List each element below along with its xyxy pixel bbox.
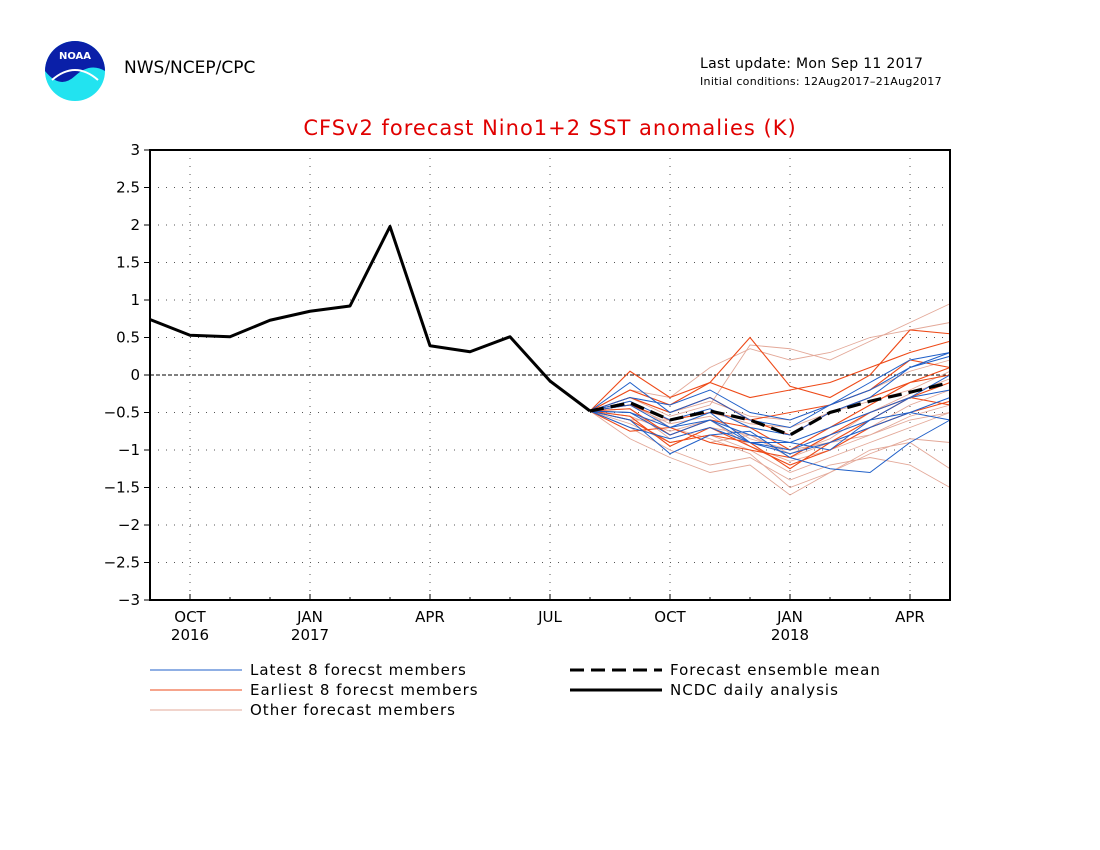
series-line-latest (589, 410, 951, 451)
series-layer (149, 225, 951, 496)
y-tick-label: 0.5 (116, 329, 140, 347)
last-update: Last update: Mon Sep 11 2017 (700, 56, 924, 72)
x-tick-label: OCT (174, 608, 206, 626)
x-tick-year-label: 2016 (171, 626, 209, 644)
y-tick-label: −2 (118, 516, 140, 534)
y-tick-label: −3 (118, 591, 140, 609)
y-tick-label: −1 (118, 441, 140, 459)
observed-line (149, 225, 591, 413)
plot-frame (149, 149, 951, 601)
grid (150, 150, 950, 600)
legend-label-other: Other forecast members (250, 701, 456, 719)
y-tick-label: −1.5 (104, 479, 140, 497)
legend: Latest 8 forecst members Earliest 8 forec… (150, 661, 881, 719)
legend-label-earliest: Earliest 8 forecst members (250, 681, 479, 699)
logo-text: NOAA (59, 51, 91, 62)
x-tick-label: JAN (776, 608, 803, 626)
y-tick-label: 1.5 (116, 254, 140, 272)
y-tick-label: 3 (130, 141, 140, 159)
noaa-logo: NOAA (44, 40, 106, 102)
y-tick-label: 2.5 (116, 179, 140, 197)
series-line-latest (589, 352, 951, 436)
x-tick-label: OCT (654, 608, 686, 626)
x-tick-label: APR (895, 608, 925, 626)
series-line-earliest (589, 329, 951, 412)
x-tick-year-label: 2017 (291, 626, 329, 644)
series-line-other (589, 303, 951, 417)
y-tick-label: −2.5 (104, 554, 140, 572)
legend-label-latest: Latest 8 forecst members (250, 661, 467, 679)
x-tick-label: APR (415, 608, 445, 626)
series-line-latest (589, 374, 951, 451)
series-line-latest (589, 410, 951, 474)
y-tick-label: −0.5 (104, 404, 140, 422)
series-line-other (589, 410, 951, 488)
x-tick-label: JUL (537, 608, 562, 626)
series-line-latest (589, 389, 951, 444)
series-line-latest (589, 352, 951, 421)
initial-conditions: Initial conditions: 12Aug2017–21Aug2017 (700, 75, 942, 88)
series-line-latest (589, 397, 951, 455)
ensemble-mean-line (589, 380, 951, 437)
series-line-other (589, 322, 951, 412)
y-tick-label: 2 (130, 216, 140, 234)
legend-label-mean: Forecast ensemble mean (670, 661, 881, 679)
agency-label: NWS/NCEP/CPC (124, 58, 256, 78)
y-tick-label: 1 (130, 291, 140, 309)
axes: 32.521.510.50−0.5−1−1.5−2−2.5−3OCT2016JA… (104, 141, 951, 644)
y-tick-label: 0 (130, 366, 140, 384)
series-line-latest (589, 355, 951, 429)
legend-label-observed: NCDC daily analysis (670, 681, 839, 699)
x-tick-year-label: 2018 (771, 626, 809, 644)
series-line-other (589, 400, 951, 489)
chart-title: CFSv2 forecast Nino1+2 SST anomalies (K) (303, 116, 796, 140)
x-tick-label: JAN (296, 608, 323, 626)
